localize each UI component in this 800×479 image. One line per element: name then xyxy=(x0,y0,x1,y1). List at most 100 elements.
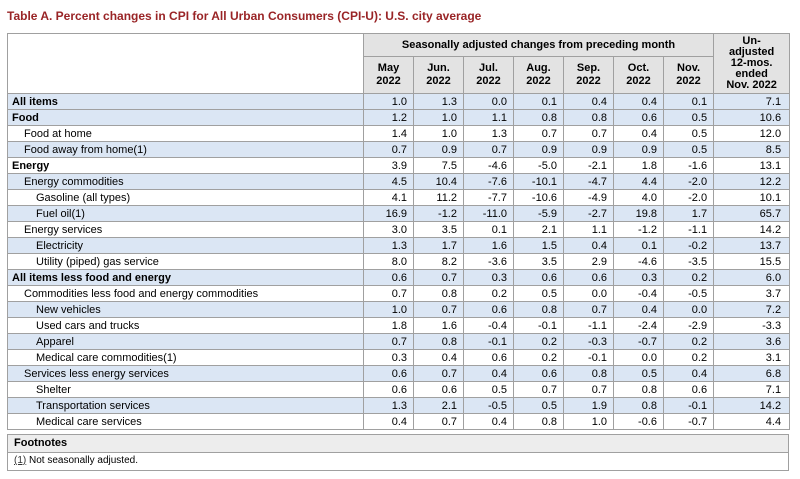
row-label: Electricity xyxy=(7,237,364,254)
value-cell: -0.1 xyxy=(513,317,564,334)
value-cell: -4.7 xyxy=(563,173,614,190)
value-cell: 0.6 xyxy=(662,381,715,398)
value-cell: 0.5 xyxy=(513,285,564,302)
row-label: Gasoline (all types) xyxy=(7,189,364,206)
value-cell: 0.8 xyxy=(563,365,614,382)
value-cell: 0.7 xyxy=(463,141,514,158)
table-body: All items 1.0 1.3 0.0 0.1 0.4 0.4 0.1 7.1 Food 1.2… xyxy=(7,93,791,430)
value-cell: 0.7 xyxy=(563,381,614,398)
table-row: Fuel oil(1) 16.9 -1.2 -11.0 -5.9 -2.7 19.8 1.7 6… xyxy=(7,205,791,222)
table-row: All items 1.0 1.3 0.0 0.1 0.4 0.4 0.1 7.1 xyxy=(7,93,791,110)
unadjusted-value-cell: 3.6 xyxy=(713,333,791,350)
value-cell: -2.1 xyxy=(563,157,614,174)
value-cell: -7.6 xyxy=(463,173,514,190)
footnotes-box: Footnotes (1) Not seasonally adjusted. xyxy=(7,434,789,471)
value-cell: 0.7 xyxy=(363,285,414,302)
value-cell: 0.5 xyxy=(463,381,514,398)
value-cell: 1.0 xyxy=(413,125,464,142)
seasonally-adjusted-header: Seasonally adjusted changes from precedi… xyxy=(362,32,715,58)
row-label: Food away from home(1) xyxy=(7,141,364,158)
month-name: Aug. xyxy=(526,62,551,75)
table-row: New vehicles 1.0 0.7 0.6 0.8 0.7 0.4 0.0 7.2 xyxy=(7,301,791,318)
value-cell: -0.1 xyxy=(463,333,514,350)
value-cell: 0.7 xyxy=(413,413,464,430)
row-label: Food at home xyxy=(7,125,364,142)
value-cell: 0.1 xyxy=(613,237,664,254)
value-cell: 1.3 xyxy=(363,237,414,254)
month-year: 2022 xyxy=(426,75,451,88)
value-cell: 1.8 xyxy=(613,157,664,174)
value-cell: -7.7 xyxy=(463,189,514,206)
value-cell: 0.5 xyxy=(662,109,715,126)
month-header-may: May 2022 xyxy=(363,56,414,94)
value-cell: 0.1 xyxy=(463,221,514,238)
table-row: All items less food and energy 0.6 0.7 0.3 0… xyxy=(7,269,791,286)
unadjusted-value-cell: 12.2 xyxy=(713,173,791,190)
table-row: Gasoline (all types) 4.1 11.2 -7.7 -10.6 -4.9… xyxy=(7,189,791,206)
value-cell: 0.2 xyxy=(513,333,564,350)
value-cell: 0.4 xyxy=(613,93,664,110)
value-cell: 0.7 xyxy=(363,141,414,158)
value-cell: -3.6 xyxy=(463,253,514,270)
value-cell: -0.7 xyxy=(613,333,664,350)
row-label: Energy xyxy=(7,157,364,174)
value-cell: 1.1 xyxy=(563,221,614,238)
row-label: Medical care services xyxy=(7,413,364,430)
value-cell: 0.4 xyxy=(613,125,664,142)
cpi-table: Seasonally adjusted changes from precedi… xyxy=(7,32,791,430)
footnote-marker-link[interactable]: (1) xyxy=(14,455,27,466)
unadjusted-value-cell: -3.3 xyxy=(713,317,791,334)
row-label: Utility (piped) gas service xyxy=(7,253,364,270)
value-cell: 0.8 xyxy=(563,109,614,126)
unadjusted-value-cell: 3.1 xyxy=(713,349,791,366)
unadjusted-header: Un-adjusted 12-mos. ended Nov. 2022 xyxy=(713,33,791,94)
month-name: Oct. xyxy=(627,62,650,75)
value-cell: -2.4 xyxy=(613,317,664,334)
value-cell: 0.8 xyxy=(513,109,564,126)
value-cell: 1.0 xyxy=(363,301,414,318)
value-cell: 2.9 xyxy=(563,253,614,270)
value-cell: -0.1 xyxy=(563,349,614,366)
value-cell: 0.6 xyxy=(463,349,514,366)
value-cell: -1.2 xyxy=(413,205,464,222)
row-label: Food xyxy=(7,109,364,126)
value-cell: 0.4 xyxy=(563,93,614,110)
value-cell: 0.7 xyxy=(413,365,464,382)
value-cell: 0.9 xyxy=(613,141,664,158)
header-row-months: May 2022 Jun. 2022 Jul. 2022 Aug. 2022 Sep. 2022 O… xyxy=(8,56,790,94)
value-cell: -0.5 xyxy=(463,397,514,414)
value-cell: 1.7 xyxy=(662,205,715,222)
table-row: Commodities less food and energy commodi… xyxy=(7,285,791,302)
value-cell: 4.0 xyxy=(613,189,664,206)
value-cell: 0.6 xyxy=(463,301,514,318)
row-label: Energy commodities xyxy=(7,173,364,190)
table-row: Apparel 0.7 0.8 -0.1 0.2 -0.3 -0.7 0.2 3.6 xyxy=(7,333,791,350)
value-cell: 0.8 xyxy=(413,333,464,350)
value-cell: -10.6 xyxy=(513,189,564,206)
value-cell: 3.9 xyxy=(363,157,414,174)
month-year: 2022 xyxy=(526,75,551,88)
value-cell: 0.4 xyxy=(363,413,414,430)
unadjusted-value-cell: 13.1 xyxy=(713,157,791,174)
value-cell: 1.6 xyxy=(413,317,464,334)
month-year: 2022 xyxy=(676,75,701,88)
value-cell: 1.4 xyxy=(363,125,414,142)
value-cell: 1.8 xyxy=(363,317,414,334)
value-cell: -1.6 xyxy=(662,157,715,174)
table-row: Food 1.2 1.0 1.1 0.8 0.8 0.6 0.5 10.6 xyxy=(7,109,791,126)
value-cell: 0.8 xyxy=(613,381,664,398)
value-cell: 1.3 xyxy=(413,93,464,110)
value-cell: -1.1 xyxy=(662,221,715,238)
month-year: 2022 xyxy=(576,75,601,88)
value-cell: 1.5 xyxy=(513,237,564,254)
unadjusted-value-cell: 13.7 xyxy=(713,237,791,254)
value-cell: 0.7 xyxy=(413,301,464,318)
month-name: May xyxy=(377,62,400,75)
table-row: Used cars and trucks 1.8 1.6 -0.4 -0.1 -1.1 -2… xyxy=(7,317,791,334)
value-cell: 1.0 xyxy=(413,109,464,126)
value-cell: 1.0 xyxy=(363,93,414,110)
row-label: All items xyxy=(7,93,364,110)
month-header-nov: Nov. 2022 xyxy=(662,56,715,94)
footnote-text: Not seasonally adjusted. xyxy=(29,455,138,466)
table-row: Medical care commodities(1) 0.3 0.4 0.6 0.2-… xyxy=(7,349,791,366)
